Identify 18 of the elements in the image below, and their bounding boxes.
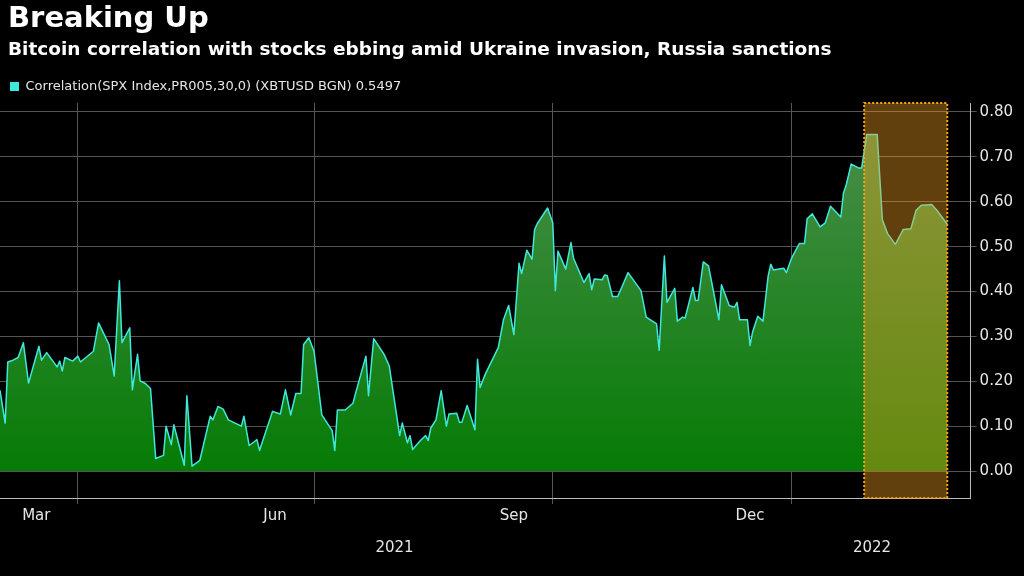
y-tick-label: 0.10 — [979, 416, 1014, 435]
x-tick-label: Sep — [499, 505, 528, 524]
x2-tick-label: 2022 — [852, 537, 892, 556]
y-tick-label: 0.30 — [979, 326, 1014, 345]
y-tick-label: 0.50 — [979, 236, 1014, 255]
x2-tick-label: 2021 — [375, 537, 414, 556]
y-tick-label: 0.40 — [979, 281, 1014, 300]
y-tick-label: 0.60 — [979, 191, 1014, 210]
y-tick-label: 0.80 — [979, 101, 1014, 120]
chart-title: Breaking Up — [8, 0, 209, 34]
x-tick-label: Jun — [262, 505, 287, 524]
x-tick-label: Mar — [22, 505, 52, 524]
y-tick-label: 0.00 — [979, 460, 1014, 479]
chart-subtitle: Bitcoin correlation with stocks ebbing amid Ukraine invasion, Russia sanctions — [8, 38, 832, 59]
x-tick-label: Dec — [735, 505, 765, 524]
legend-label: Correlation(SPX Index,PR005,30,0) (XBTUSD BGN) 0.5497 — [25, 77, 402, 93]
y-tick-label: 0.70 — [979, 146, 1014, 165]
y-tick-label: 0.20 — [979, 371, 1014, 390]
